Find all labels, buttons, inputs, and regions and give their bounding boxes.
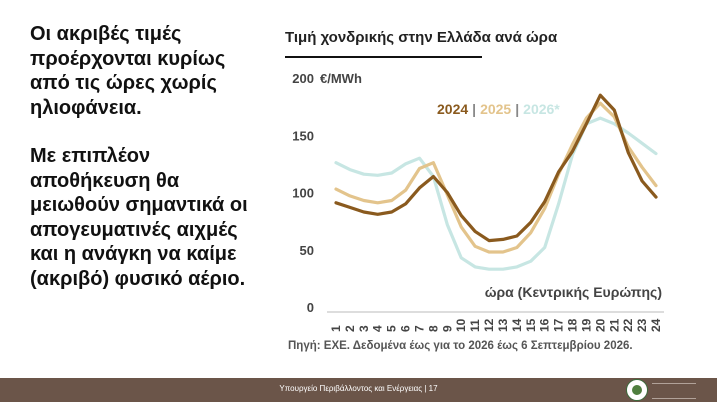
y-tick-label-2: 100 xyxy=(292,186,314,201)
x-tick-label-20: 20 xyxy=(593,318,607,332)
left-text-block: Οι ακριβές τιμές προέρχονται κυρίως από … xyxy=(30,22,260,315)
y-tick-label-4: 200 xyxy=(292,71,314,86)
x-tick-label-12: 12 xyxy=(482,318,496,332)
x-tick-label-8: 8 xyxy=(426,325,440,332)
ministry-logo-icon xyxy=(626,379,648,401)
x-tick-label-5: 5 xyxy=(385,325,399,332)
x-tick-label-4: 4 xyxy=(371,325,385,332)
series-line-2025 xyxy=(334,101,658,254)
y-tick-label-1: 50 xyxy=(300,243,314,258)
x-tick-label-19: 19 xyxy=(579,318,593,332)
x-tick-label-1: 1 xyxy=(329,325,343,332)
x-tick-label-22: 22 xyxy=(621,318,635,332)
y-tick-label-3: 150 xyxy=(292,128,314,143)
x-tick-label-2: 2 xyxy=(343,325,357,332)
ministry-logo-wordmark xyxy=(652,383,696,399)
x-axis-label: ώρα (Κεντρικής Ευρώπης) xyxy=(485,284,662,300)
legend-entry-2025: 2025 xyxy=(480,101,511,117)
legend-separator-1: | xyxy=(515,101,519,117)
x-tick-label-15: 15 xyxy=(524,318,538,332)
x-tick-label-17: 17 xyxy=(552,318,566,332)
left-paragraph-2: Με επιπλέον αποθήκευση θα μειωθούν σημαν… xyxy=(30,145,248,290)
legend-entry-2026: 2026* xyxy=(523,101,560,117)
x-tick-label-21: 21 xyxy=(607,318,621,332)
x-tick-label-7: 7 xyxy=(412,325,426,332)
x-tick-label-14: 14 xyxy=(510,318,524,332)
x-tick-label-24: 24 xyxy=(649,318,663,332)
title-rule xyxy=(285,56,482,58)
x-tick-label-6: 6 xyxy=(399,325,413,332)
x-tick-label-18: 18 xyxy=(566,318,580,332)
x-tick-label-16: 16 xyxy=(538,318,552,332)
left-paragraph-1: Οι ακριβές τιμές προέρχονται κυρίως από … xyxy=(30,23,226,119)
x-tick-label-9: 9 xyxy=(440,325,454,332)
x-tick-label-11: 11 xyxy=(468,319,482,332)
x-tick-label-3: 3 xyxy=(357,325,371,332)
y-axis-unit-label: €/MWh xyxy=(320,71,362,86)
chart-title: Τιμή χονδρικής στην Ελλάδα ανά ώρα xyxy=(285,29,558,46)
legend-separator-0: | xyxy=(472,101,476,117)
source-note: Πηγή: ΕΧΕ. Δεδομένα έως για το 2026 έως … xyxy=(288,340,633,352)
footer-bar: Υπουργείο Περιβάλλοντος και Ενέργειας | … xyxy=(0,378,717,402)
x-tick-label-10: 10 xyxy=(454,318,468,332)
series-line-2024 xyxy=(334,93,658,243)
footer-text: Υπουργείο Περιβάλλοντος και Ενέργειας | … xyxy=(279,384,438,393)
y-tick-label-0: 0 xyxy=(307,300,314,315)
x-tick-label-13: 13 xyxy=(496,318,510,332)
x-tick-label-23: 23 xyxy=(635,318,649,332)
series-line-2026 xyxy=(334,116,658,271)
legend-entry-2024: 2024 xyxy=(437,101,468,117)
